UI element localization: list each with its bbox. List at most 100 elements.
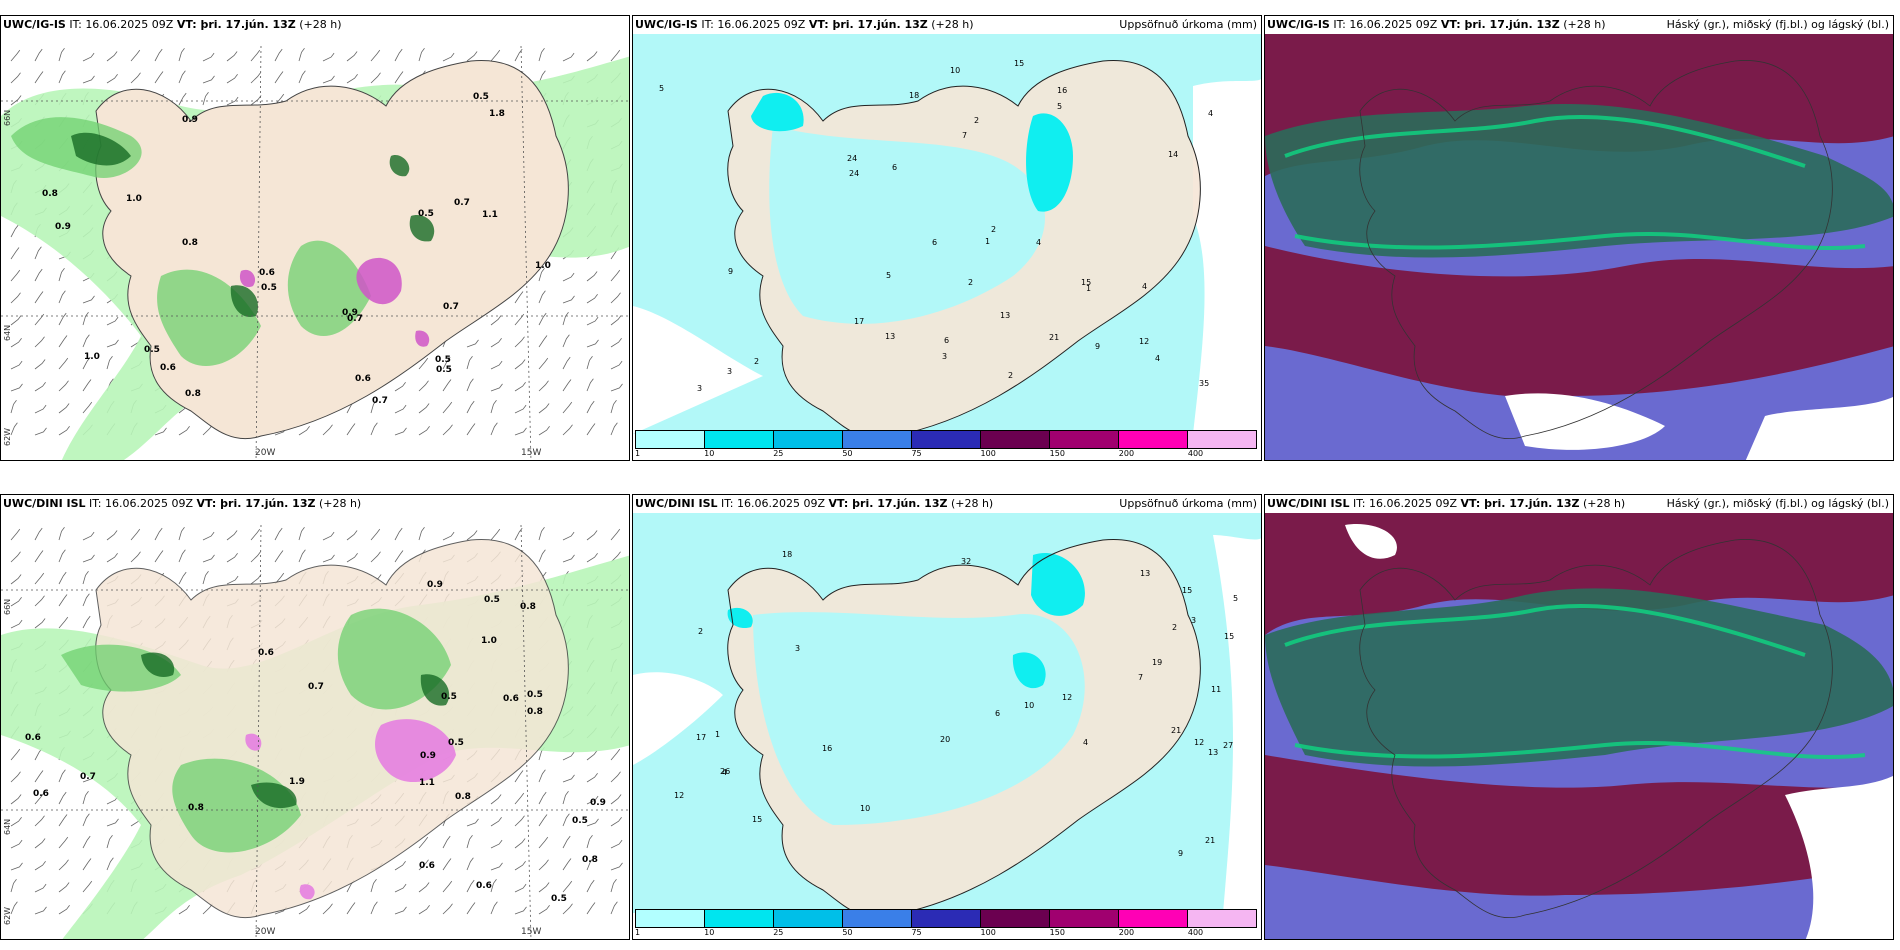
map-value-label: 27 — [1223, 741, 1233, 750]
map-value-label: 0.6 — [25, 733, 41, 743]
wind-barb — [610, 337, 622, 348]
wind-barb — [82, 554, 95, 563]
accum-area-light — [753, 612, 1085, 825]
wind-barb — [466, 857, 474, 871]
wind-barb — [514, 48, 523, 62]
wind-barb — [346, 423, 356, 436]
wind-barb — [514, 770, 524, 783]
panel-bottom-left-precip-wind: UWC/DINI ISL IT: 16.06.2025 09Z VT: þri.… — [0, 494, 630, 940]
colorbar-swatch — [912, 910, 981, 927]
wind-barb — [418, 836, 429, 849]
clear-area — [1345, 524, 1893, 939]
map-value-label: 18 — [909, 91, 919, 100]
wind-barb — [538, 904, 550, 915]
wind-barb — [10, 839, 23, 849]
wind-barb — [562, 774, 575, 783]
map-value-label: 16 — [1057, 86, 1067, 95]
wind-barb — [562, 424, 573, 436]
map-value-label: 17 — [696, 733, 706, 742]
wind-barb — [106, 552, 118, 563]
map-value-label: 1.0 — [84, 352, 100, 362]
wind-barb — [586, 271, 598, 282]
colorbar-tick: 400 — [1187, 928, 1204, 937]
map-value-label: 15 — [1014, 59, 1024, 68]
wind-barb — [490, 528, 501, 541]
wind-barb — [10, 771, 21, 783]
wind-barb — [562, 295, 575, 304]
wind-barb — [274, 48, 283, 62]
wind-barb — [562, 835, 571, 849]
map-value-label: 0.6 — [259, 268, 275, 278]
wind-barb — [538, 335, 548, 348]
map-value-label: 1.1 — [482, 210, 498, 220]
wind-barb — [610, 551, 621, 563]
wind-barb — [34, 550, 44, 563]
map-value-label: 6 — [932, 238, 937, 247]
wind-barb — [442, 835, 451, 849]
precip-value-labels: 1.10.90.60.50.61.00.50.70.80.60.50.90.6 0… — [25, 580, 606, 904]
wind-barb — [178, 92, 187, 106]
wind-barb — [178, 425, 190, 436]
map-value-label: 0.7 — [347, 314, 363, 324]
wind-barb — [34, 246, 42, 260]
map-value-label: 5 — [659, 84, 664, 93]
map-value-label: 7 — [1138, 673, 1143, 682]
wind-barb — [58, 48, 65, 62]
wind-barb — [610, 315, 622, 326]
wind-barb — [442, 858, 452, 871]
wind-barb — [34, 527, 43, 541]
wind-barb — [58, 791, 67, 805]
wind-barb — [34, 838, 46, 849]
panel-right-label: Uppsöfnuð úrkoma (mm) — [1119, 18, 1257, 31]
wind-barb — [394, 381, 406, 392]
map-value-label: 3 — [697, 384, 702, 393]
map-value-label: 35 — [1199, 379, 1209, 388]
map-value-label: 10 — [1024, 701, 1034, 710]
map-value-label: 14 — [1168, 150, 1178, 159]
wind-barb — [250, 574, 262, 585]
wind-barb — [10, 269, 21, 282]
wind-barb — [106, 73, 118, 84]
wind-barb — [10, 95, 22, 106]
wind-barb — [394, 527, 403, 541]
wind-barb — [466, 378, 474, 392]
wind-barb — [562, 554, 575, 563]
precip-area-dark — [141, 652, 450, 809]
wind-barb — [394, 404, 407, 414]
accum-value-labels: 3421012119161518321210152120271726191513… — [674, 550, 1238, 858]
map-value-label: 2 — [698, 627, 703, 636]
wind-barb — [514, 906, 527, 915]
map-value-label: 13 — [1000, 311, 1010, 320]
map-value-label: 0.6 — [503, 694, 519, 704]
wind-barb — [562, 880, 573, 893]
wind-barb — [34, 336, 45, 348]
wind-barb — [250, 528, 261, 541]
map-value-label: 1.9 — [289, 777, 305, 787]
panel-bottom-mid-accum-precip: UWC/DINI ISL IT: 16.06.2025 09Z VT: þri.… — [632, 494, 1262, 940]
wind-barb — [466, 530, 478, 541]
panel-title: UWC/DINI ISL IT: 16.06.2025 09Z VT: þri.… — [1267, 497, 1626, 510]
wind-barb — [250, 72, 261, 84]
wind-barb — [586, 293, 598, 304]
colorbar-swatch — [705, 910, 774, 927]
wind-barb — [298, 425, 310, 436]
wind-barb — [58, 549, 66, 563]
map-value-label: 0.5 — [527, 690, 543, 700]
dry-area — [633, 79, 1261, 434]
wind-barb — [202, 571, 209, 585]
wind-barb — [466, 879, 475, 893]
wind-barb — [394, 860, 406, 871]
precip-wind-map: 1.10.90.60.50.61.00.50.70.80.60.50.90.6 0… — [1, 524, 629, 939]
wind-barb — [58, 312, 67, 326]
map-value-label: 0.8 — [527, 707, 543, 717]
wind-barb — [538, 357, 549, 370]
wind-barb — [106, 835, 113, 849]
map-value-label: 5 — [1057, 102, 1062, 111]
wind-barb — [514, 291, 524, 304]
wind-barb — [130, 72, 141, 84]
lon-label-20w: 20W — [255, 448, 276, 458]
precip-value-labels: 0.70.90.51.0 0.70.61.00.80.50.61.00.80.60… — [42, 92, 551, 406]
map-value-label: 4 — [722, 768, 727, 777]
wind-barb — [370, 901, 378, 915]
map-value-label: 0.9 — [182, 115, 198, 125]
